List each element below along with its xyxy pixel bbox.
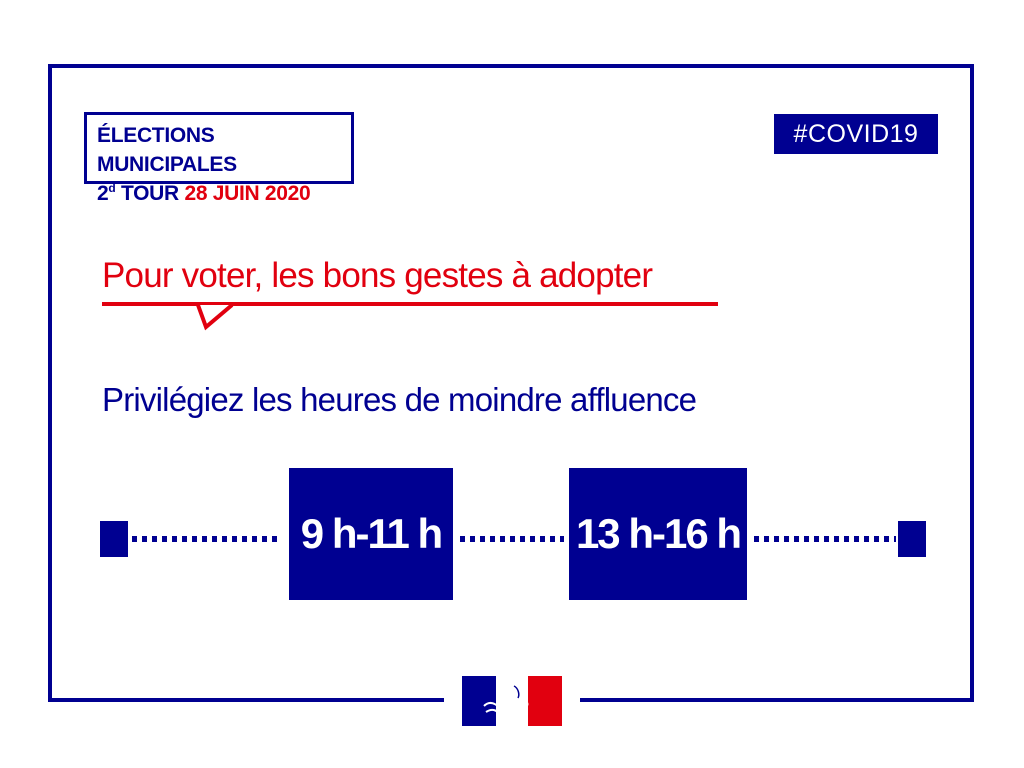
badge-line-1: ÉLECTIONS MUNICIPALES (97, 124, 237, 176)
headline: Pour voter, les bons gestes à adopter (102, 256, 653, 295)
election-date: 28 JUIN 2020 (184, 182, 311, 205)
marianne-icon (462, 676, 562, 726)
timeline-dots-3 (754, 536, 896, 542)
covid-hashtag: #COVID19 (774, 114, 938, 154)
time-slot-morning: 9 h-11 h (289, 468, 453, 600)
speech-bubble-line (102, 302, 718, 306)
timeline-start-marker (100, 521, 128, 557)
time-slot-afternoon: 13 h-16 h (569, 468, 747, 600)
timeline-dots-2 (460, 536, 564, 542)
election-badge: ÉLECTIONS MUNICIPALES 2d TOUR 28 JUIN 20… (84, 112, 354, 205)
speech-bubble-tail-icon (196, 303, 234, 331)
badge-line-2: 2d TOUR 28 JUIN 2020 (97, 179, 351, 208)
round-suffix: d (108, 181, 116, 195)
subheadline: Privilégiez les heures de moindre afflue… (102, 381, 697, 418)
round-word: TOUR (120, 182, 179, 205)
timeline-end-marker (898, 521, 926, 557)
round-number: 2 (97, 182, 109, 205)
timeline-dots-1 (132, 536, 282, 542)
